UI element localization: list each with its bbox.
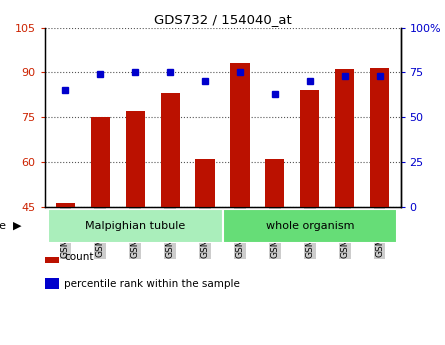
Text: Malpighian tubule: Malpighian tubule bbox=[85, 221, 186, 231]
Bar bbox=[335, 69, 354, 207]
Bar bbox=[125, 111, 145, 207]
Text: whole organism: whole organism bbox=[266, 221, 354, 231]
Bar bbox=[370, 68, 389, 207]
Bar bbox=[91, 117, 110, 207]
Bar bbox=[44, 278, 59, 289]
Bar bbox=[231, 63, 250, 207]
Bar bbox=[300, 90, 320, 207]
Title: GDS732 / 154040_at: GDS732 / 154040_at bbox=[154, 13, 291, 27]
Bar bbox=[195, 159, 214, 207]
Bar bbox=[265, 159, 284, 207]
Bar bbox=[161, 93, 180, 207]
Bar bbox=[56, 203, 75, 207]
Text: percentile rank within the sample: percentile rank within the sample bbox=[64, 279, 240, 288]
Text: tissue  ▶: tissue ▶ bbox=[0, 221, 21, 231]
Bar bbox=[48, 209, 222, 243]
Bar bbox=[44, 251, 59, 263]
Text: count: count bbox=[64, 252, 93, 262]
Bar bbox=[222, 209, 397, 243]
